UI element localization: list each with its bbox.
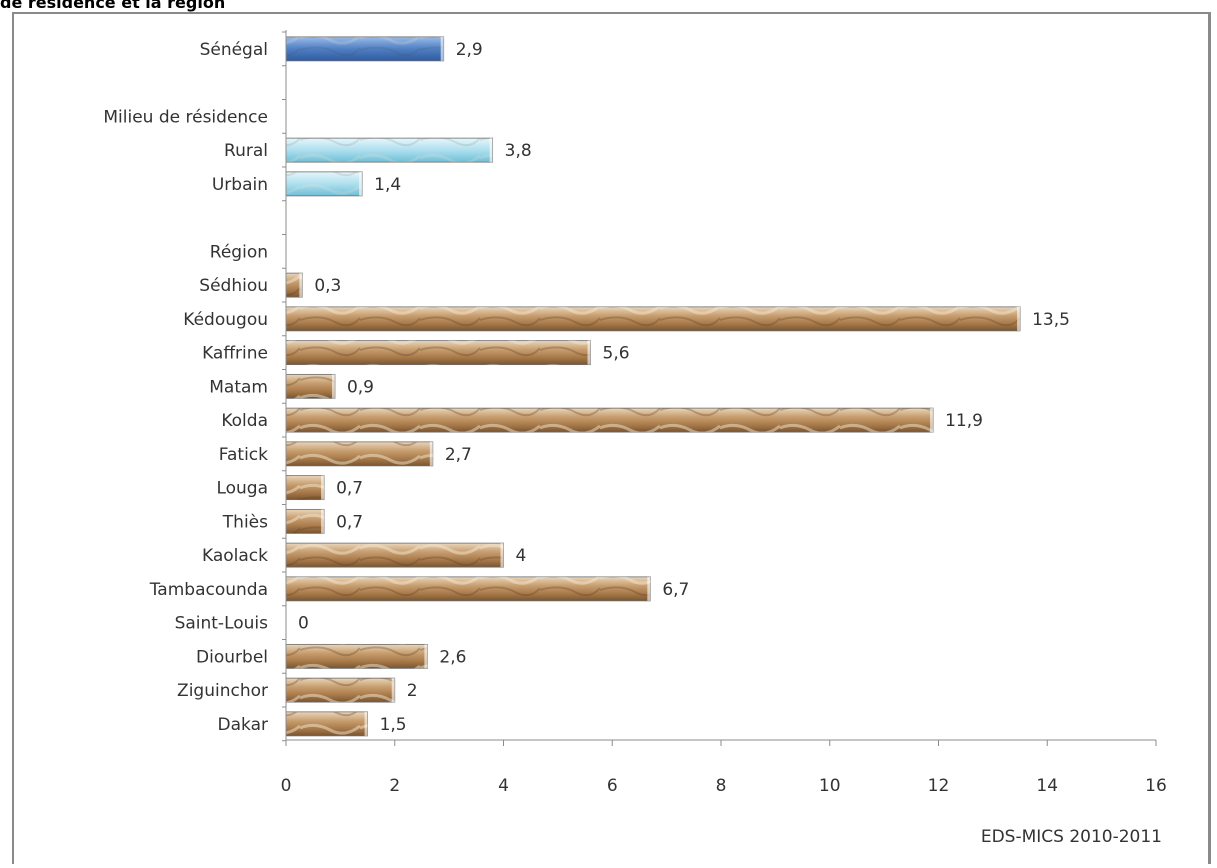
- data-label: 2,6: [439, 647, 466, 667]
- data-label: 0: [298, 614, 309, 634]
- category-label: Kaolack: [202, 546, 268, 566]
- category-label: Dakar: [218, 715, 268, 735]
- chart-title-fragment: de résidence et la région: [0, 0, 226, 12]
- chart-frame: [12, 12, 1211, 864]
- category-label: Kolda: [221, 411, 268, 431]
- data-label: 2,7: [445, 445, 472, 465]
- data-label: 11,9: [945, 411, 983, 431]
- bar-region: [285, 373, 336, 399]
- bar-residence: [285, 137, 494, 163]
- bar-region: [285, 441, 434, 467]
- bar-region: [285, 711, 368, 737]
- x-tick-label: 6: [607, 776, 618, 796]
- category-label: Tambacounda: [149, 580, 268, 600]
- group-header-label: Milieu de résidence: [103, 107, 268, 127]
- bar-region: [285, 340, 591, 366]
- x-tick-label: 12: [928, 776, 950, 796]
- bar-region: [285, 576, 651, 602]
- category-label: Kédougou: [183, 310, 268, 330]
- bar-region: [285, 475, 325, 501]
- category-label: Urbain: [212, 175, 268, 195]
- category-label: Matam: [209, 377, 268, 397]
- bar-region: [285, 677, 396, 703]
- category-label: Ziguinchor: [177, 681, 268, 701]
- category-label: Rural: [224, 141, 268, 161]
- x-tick-label: 10: [819, 776, 841, 796]
- category-label: Louga: [216, 479, 268, 499]
- data-label: 0,9: [347, 377, 374, 397]
- source-note: EDS-MICS 2010-2011: [981, 827, 1162, 847]
- bar-region: [285, 508, 325, 534]
- data-label: 1,4: [374, 175, 401, 195]
- x-tick-label: 16: [1145, 776, 1167, 796]
- bar-region: [285, 407, 934, 433]
- data-label: 2: [407, 681, 418, 701]
- data-label: 1,5: [380, 715, 407, 735]
- x-tick-label: 4: [498, 776, 509, 796]
- x-tick-label: 2: [389, 776, 400, 796]
- bar-national: [285, 36, 445, 62]
- bar-residence: [285, 171, 363, 197]
- category-label: Fatick: [219, 445, 268, 465]
- data-label: 4: [516, 546, 527, 566]
- data-label: 2,9: [456, 40, 483, 60]
- data-label: 5,6: [603, 344, 630, 364]
- data-label: 0,3: [314, 276, 341, 296]
- bar-region: [285, 643, 428, 669]
- bar-region: [285, 272, 303, 298]
- data-label: 0,7: [336, 479, 363, 499]
- category-label: Sédhiou: [199, 276, 268, 296]
- data-label: 6,7: [662, 580, 689, 600]
- category-label: Thiès: [222, 512, 268, 532]
- bar-region: [285, 306, 1021, 332]
- bar-region: [285, 542, 504, 568]
- group-header-label: Région: [210, 242, 268, 262]
- data-label: 0,7: [336, 512, 363, 532]
- data-label: 13,5: [1032, 310, 1070, 330]
- x-tick-label: 8: [716, 776, 727, 796]
- category-label: Sénégal: [200, 40, 268, 60]
- x-tick-label: 0: [281, 776, 292, 796]
- x-tick-label: 14: [1036, 776, 1058, 796]
- data-label: 3,8: [505, 141, 532, 161]
- category-label: Saint-Louis: [175, 614, 269, 634]
- category-label: Kaffrine: [202, 344, 268, 364]
- category-label: Diourbel: [196, 647, 268, 667]
